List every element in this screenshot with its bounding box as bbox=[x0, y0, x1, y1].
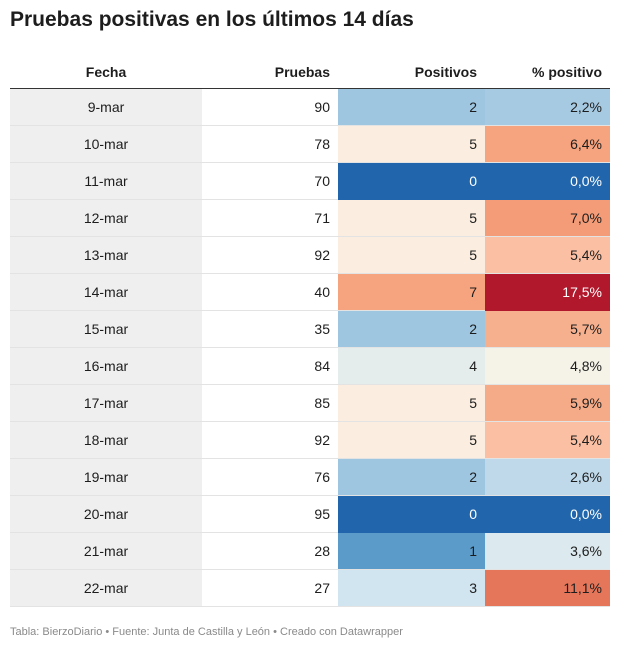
cell-pruebas: 78 bbox=[202, 126, 338, 163]
cell-pct-positivo: 5,9% bbox=[485, 385, 610, 422]
table-row: 11-mar 70 0 0,0% bbox=[10, 163, 610, 200]
cell-pruebas: 84 bbox=[202, 348, 338, 385]
cell-pct-positivo: 2,2% bbox=[485, 89, 610, 126]
table-row: 15-mar 35 2 5,7% bbox=[10, 311, 610, 348]
table-row: 14-mar 40 7 17,5% bbox=[10, 274, 610, 311]
cell-pruebas: 28 bbox=[202, 533, 338, 570]
cell-pct-positivo: 0,0% bbox=[485, 163, 610, 200]
cell-pruebas: 95 bbox=[202, 496, 338, 533]
cell-fecha: 13-mar bbox=[10, 237, 202, 274]
cell-pruebas: 90 bbox=[202, 89, 338, 126]
table-row: 18-mar 92 5 5,4% bbox=[10, 422, 610, 459]
cell-fecha: 18-mar bbox=[10, 422, 202, 459]
table-header: Fecha Pruebas Positivos % positivo bbox=[10, 56, 610, 89]
header-positivos[interactable]: Positivos bbox=[414, 64, 477, 80]
cell-fecha: 11-mar bbox=[10, 163, 202, 200]
cell-pct-positivo: 6,4% bbox=[485, 126, 610, 163]
cell-pruebas: 70 bbox=[202, 163, 338, 200]
table-row: 22-mar 27 3 11,1% bbox=[10, 570, 610, 607]
cell-fecha: 20-mar bbox=[10, 496, 202, 533]
footer-credits: Tabla: BierzoDiario • Fuente: Junta de C… bbox=[10, 626, 403, 638]
cell-pruebas: 92 bbox=[202, 422, 338, 459]
cell-fecha: 22-mar bbox=[10, 570, 202, 607]
data-table: Fecha Pruebas Positivos % positivo 9-mar… bbox=[10, 56, 610, 607]
cell-fecha: 14-mar bbox=[10, 274, 202, 311]
cell-positivos: 5 bbox=[338, 126, 485, 163]
table-row: 19-mar 76 2 2,6% bbox=[10, 459, 610, 496]
cell-pruebas: 92 bbox=[202, 237, 338, 274]
table-row: 17-mar 85 5 5,9% bbox=[10, 385, 610, 422]
cell-pct-positivo: 4,8% bbox=[485, 348, 610, 385]
cell-pct-positivo: 3,6% bbox=[485, 533, 610, 570]
table-row: 9-mar 90 2 2,2% bbox=[10, 89, 610, 126]
cell-positivos: 1 bbox=[338, 533, 485, 570]
cell-pct-positivo: 5,7% bbox=[485, 311, 610, 348]
cell-pct-positivo: 5,4% bbox=[485, 237, 610, 274]
cell-pruebas: 85 bbox=[202, 385, 338, 422]
cell-pruebas: 35 bbox=[202, 311, 338, 348]
table-row: 21-mar 28 1 3,6% bbox=[10, 533, 610, 570]
cell-pct-positivo: 0,0% bbox=[485, 496, 610, 533]
cell-pct-positivo: 17,5% bbox=[485, 274, 610, 311]
cell-pruebas: 76 bbox=[202, 459, 338, 496]
cell-pct-positivo: 5,4% bbox=[485, 422, 610, 459]
cell-fecha: 15-mar bbox=[10, 311, 202, 348]
table-row: 10-mar 78 5 6,4% bbox=[10, 126, 610, 163]
cell-pct-positivo: 7,0% bbox=[485, 200, 610, 237]
cell-fecha: 12-mar bbox=[10, 200, 202, 237]
chart-title: Pruebas positivas en los últimos 14 días bbox=[10, 8, 414, 31]
cell-pruebas: 40 bbox=[202, 274, 338, 311]
cell-fecha: 16-mar bbox=[10, 348, 202, 385]
table-row: 12-mar 71 5 7,0% bbox=[10, 200, 610, 237]
cell-positivos: 5 bbox=[338, 237, 485, 274]
header-fecha[interactable]: Fecha bbox=[85, 64, 127, 80]
cell-fecha: 21-mar bbox=[10, 533, 202, 570]
cell-positivos: 5 bbox=[338, 200, 485, 237]
cell-pruebas: 27 bbox=[202, 570, 338, 607]
table-body: 9-mar 90 2 2,2% 10-mar 78 5 6,4% 11-mar 70 0 0,0% 12… bbox=[10, 89, 610, 607]
cell-positivos: 3 bbox=[338, 570, 485, 607]
table-row: 16-mar 84 4 4,8% bbox=[10, 348, 610, 385]
header-pct-positivo[interactable]: % positivo bbox=[531, 64, 602, 80]
cell-fecha: 19-mar bbox=[10, 459, 202, 496]
cell-positivos: 0 bbox=[338, 163, 485, 200]
cell-positivos: 2 bbox=[338, 311, 485, 348]
cell-positivos: 5 bbox=[338, 422, 485, 459]
table-row: 13-mar 92 5 5,4% bbox=[10, 237, 610, 274]
header-pruebas[interactable]: Pruebas bbox=[274, 64, 330, 80]
cell-positivos: 2 bbox=[338, 89, 485, 126]
cell-fecha: 9-mar bbox=[10, 89, 202, 126]
cell-positivos: 4 bbox=[338, 348, 485, 385]
table-row: 20-mar 95 0 0,0% bbox=[10, 496, 610, 533]
cell-positivos: 0 bbox=[338, 496, 485, 533]
cell-pct-positivo: 11,1% bbox=[485, 570, 610, 607]
cell-pct-positivo: 2,6% bbox=[485, 459, 610, 496]
cell-positivos: 7 bbox=[338, 274, 485, 311]
cell-positivos: 5 bbox=[338, 385, 485, 422]
cell-fecha: 10-mar bbox=[10, 126, 202, 163]
cell-fecha: 17-mar bbox=[10, 385, 202, 422]
cell-pruebas: 71 bbox=[202, 200, 338, 237]
cell-positivos: 2 bbox=[338, 459, 485, 496]
